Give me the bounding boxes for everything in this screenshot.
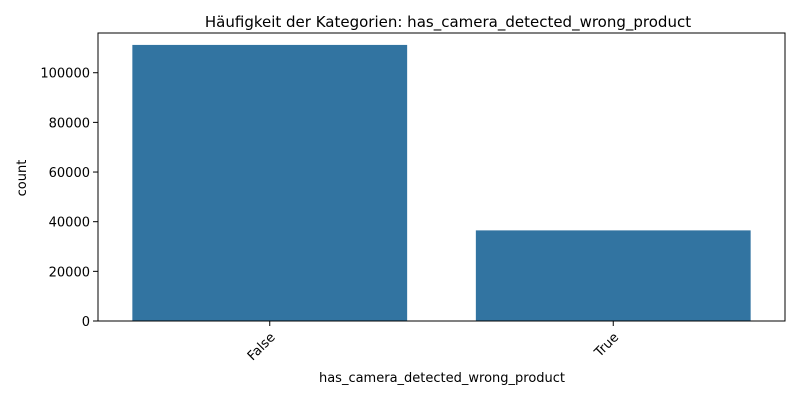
y-tick-label: 40000 — [49, 216, 90, 231]
bar-true — [475, 230, 751, 321]
x-tick-label: True — [591, 330, 622, 361]
bars-layer — [132, 44, 751, 322]
plot-frame — [97, 32, 786, 322]
y-tick-label: 100000 — [40, 67, 90, 82]
y-axis-ticks: 0 20000 40000 60000 80000 100000 — [40, 67, 98, 330]
x-axis-ticks: False True — [245, 321, 622, 364]
x-axis-label: has_camera_detected_wrong_product — [319, 371, 565, 386]
chart-title: Häufigkeit der Kategorien: has_camera_de… — [205, 13, 691, 32]
bar-false — [132, 44, 408, 322]
y-tick-label: 0 — [82, 315, 90, 330]
y-tick-label: 80000 — [49, 116, 90, 131]
y-tick-label: 20000 — [49, 265, 90, 280]
y-axis-label: count — [15, 160, 30, 197]
y-tick-label: 60000 — [49, 166, 90, 181]
x-tick-label: False — [245, 330, 279, 364]
